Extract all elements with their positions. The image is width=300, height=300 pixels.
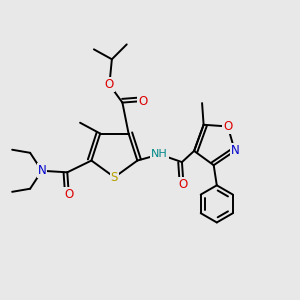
- Text: N: N: [38, 164, 46, 177]
- Text: O: O: [138, 94, 147, 108]
- Text: NH: NH: [151, 149, 168, 159]
- Text: O: O: [105, 78, 114, 91]
- Text: O: O: [64, 188, 74, 201]
- Text: S: S: [111, 171, 118, 184]
- Text: N: N: [230, 144, 239, 158]
- Text: O: O: [223, 120, 232, 133]
- Text: O: O: [179, 178, 188, 191]
